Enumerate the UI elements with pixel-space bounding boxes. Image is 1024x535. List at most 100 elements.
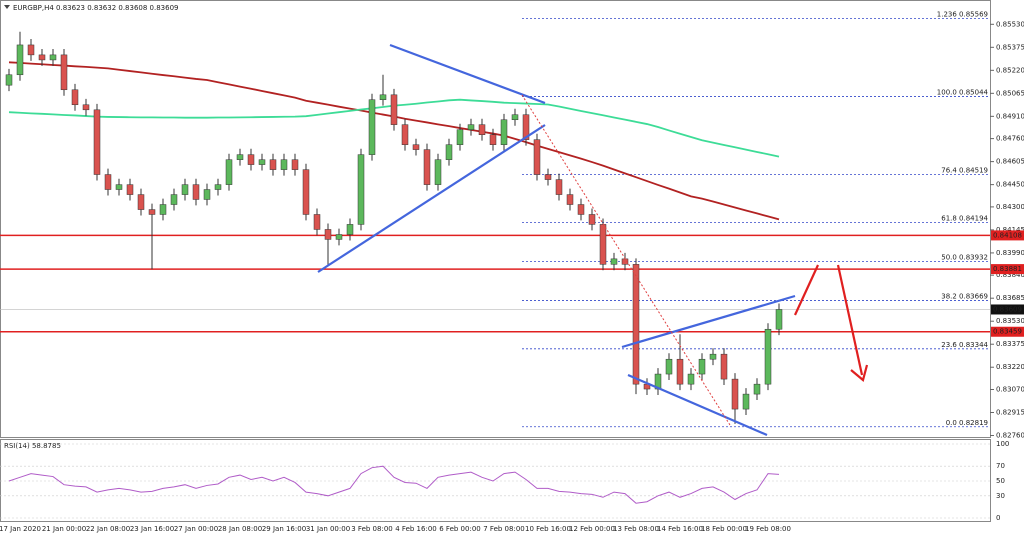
candle-body bbox=[555, 179, 563, 195]
candle-body bbox=[27, 44, 35, 56]
candle-body bbox=[236, 154, 244, 160]
x-tick-label: 10 Feb 16:00 bbox=[525, 525, 571, 533]
rsi-tick-label: 100 bbox=[996, 440, 1009, 448]
candle-body bbox=[456, 129, 464, 145]
y-tick-label: 0.84760 bbox=[996, 135, 1024, 143]
candle-body bbox=[192, 184, 200, 200]
x-tick-label: 3 Feb 08:00 bbox=[351, 525, 392, 533]
level-tag bbox=[991, 230, 1024, 241]
y-tick-label: 0.83220 bbox=[996, 363, 1024, 371]
candle-body bbox=[434, 159, 442, 185]
candle-body bbox=[720, 353, 728, 380]
candle-body bbox=[687, 373, 695, 385]
y-tick-label: 0.84145 bbox=[996, 226, 1024, 234]
candle-body bbox=[412, 144, 420, 150]
candle-body bbox=[775, 309, 783, 330]
candle-body bbox=[665, 358, 673, 375]
x-tick-label: 12 Feb 00:00 bbox=[569, 525, 615, 533]
y-tick-label: 0.83685 bbox=[996, 294, 1024, 302]
candle-body bbox=[489, 134, 497, 145]
candle-body bbox=[676, 358, 684, 385]
rsi-frame bbox=[0, 439, 991, 522]
candle-body bbox=[764, 328, 772, 385]
last-price-tag bbox=[991, 304, 1024, 315]
x-tick-label: 7 Feb 08:00 bbox=[483, 525, 524, 533]
candle-body bbox=[522, 114, 530, 140]
candle-body bbox=[93, 109, 101, 175]
fib-label: 0.0 0.82819 bbox=[946, 419, 988, 427]
candle-body bbox=[247, 154, 255, 165]
level-label: 0.83881 bbox=[993, 265, 1022, 273]
level-tag bbox=[991, 326, 1024, 337]
y-tick-label: 0.84910 bbox=[996, 112, 1024, 120]
candle-body bbox=[5, 74, 13, 86]
candle-body bbox=[500, 119, 508, 145]
candle-body bbox=[71, 89, 79, 106]
y-tick-label: 0.83530 bbox=[996, 317, 1024, 325]
candle-body bbox=[599, 224, 607, 265]
chart-title: EURGBP,H4 0.83623 0.83632 0.83608 0.8360… bbox=[13, 4, 179, 12]
y-tick-label: 0.84450 bbox=[996, 181, 1024, 189]
candle-body bbox=[16, 44, 24, 76]
x-tick-label: 22 Jan 08:00 bbox=[86, 525, 130, 533]
candle-body bbox=[115, 184, 123, 190]
candle-body bbox=[269, 159, 277, 170]
y-tick-label: 0.82760 bbox=[996, 432, 1024, 440]
y-tick-label: 0.85530 bbox=[996, 20, 1024, 28]
candle-body bbox=[258, 159, 266, 165]
arrow bbox=[794, 264, 819, 316]
rsi-title: RSI(14) 58.8785 bbox=[4, 442, 61, 450]
candle-body bbox=[401, 124, 409, 145]
candle-body bbox=[533, 139, 541, 175]
x-tick-label: 13 Feb 08:00 bbox=[613, 525, 659, 533]
fib-label: 38.2 0.83669 bbox=[941, 293, 988, 301]
candle-body bbox=[698, 358, 706, 375]
arrow bbox=[836, 264, 864, 376]
level-tag bbox=[991, 264, 1024, 275]
candle-body bbox=[511, 114, 519, 121]
candle-body bbox=[357, 154, 365, 225]
candle-body bbox=[203, 189, 211, 200]
rsi-tick-label: 0 bbox=[996, 514, 1000, 522]
candle-body bbox=[280, 159, 288, 170]
x-tick-label: 6 Feb 00:00 bbox=[439, 525, 480, 533]
candle-body bbox=[324, 229, 332, 240]
x-tick-label: 4 Feb 16:00 bbox=[395, 525, 436, 533]
y-tick-label: 0.84300 bbox=[996, 203, 1024, 211]
candle-body bbox=[390, 94, 398, 125]
candle-body bbox=[731, 378, 739, 410]
candle-body bbox=[577, 204, 585, 215]
candle-body bbox=[544, 174, 552, 180]
candle-body bbox=[467, 124, 475, 130]
trend-line bbox=[389, 43, 546, 105]
level-label: 0.83459 bbox=[993, 328, 1022, 336]
y-tick-label: 0.85065 bbox=[996, 89, 1024, 97]
candle-body bbox=[368, 99, 376, 155]
candle-body bbox=[346, 224, 354, 235]
candle-body bbox=[170, 194, 178, 205]
candle-body bbox=[445, 144, 453, 160]
candle-body bbox=[313, 214, 321, 230]
x-tick-label: 29 Jan 16:00 bbox=[262, 525, 306, 533]
candle-body bbox=[709, 353, 717, 360]
candle-body bbox=[566, 194, 574, 205]
candle-body bbox=[225, 159, 233, 185]
rsi-tick-label: 30 bbox=[996, 492, 1005, 500]
candle-body bbox=[742, 393, 750, 410]
trend-line bbox=[317, 124, 546, 273]
trend-line bbox=[621, 294, 796, 349]
level-label: 0.84108 bbox=[993, 231, 1022, 239]
y-tick-label: 0.83070 bbox=[996, 385, 1024, 393]
last-price-label: 0.83609 bbox=[993, 305, 1022, 313]
fib-label: 100.0 0.85044 bbox=[937, 88, 989, 96]
y-tick-label: 0.85220 bbox=[996, 66, 1024, 74]
y-tick-label: 0.83840 bbox=[996, 271, 1024, 279]
annotations bbox=[317, 43, 869, 437]
candle-body bbox=[302, 169, 310, 215]
x-tick-label: 28 Jan 08:00 bbox=[218, 525, 262, 533]
moving-average bbox=[8, 61, 780, 221]
symbol-icon bbox=[4, 5, 10, 9]
fib-anchor-line bbox=[521, 94, 731, 426]
